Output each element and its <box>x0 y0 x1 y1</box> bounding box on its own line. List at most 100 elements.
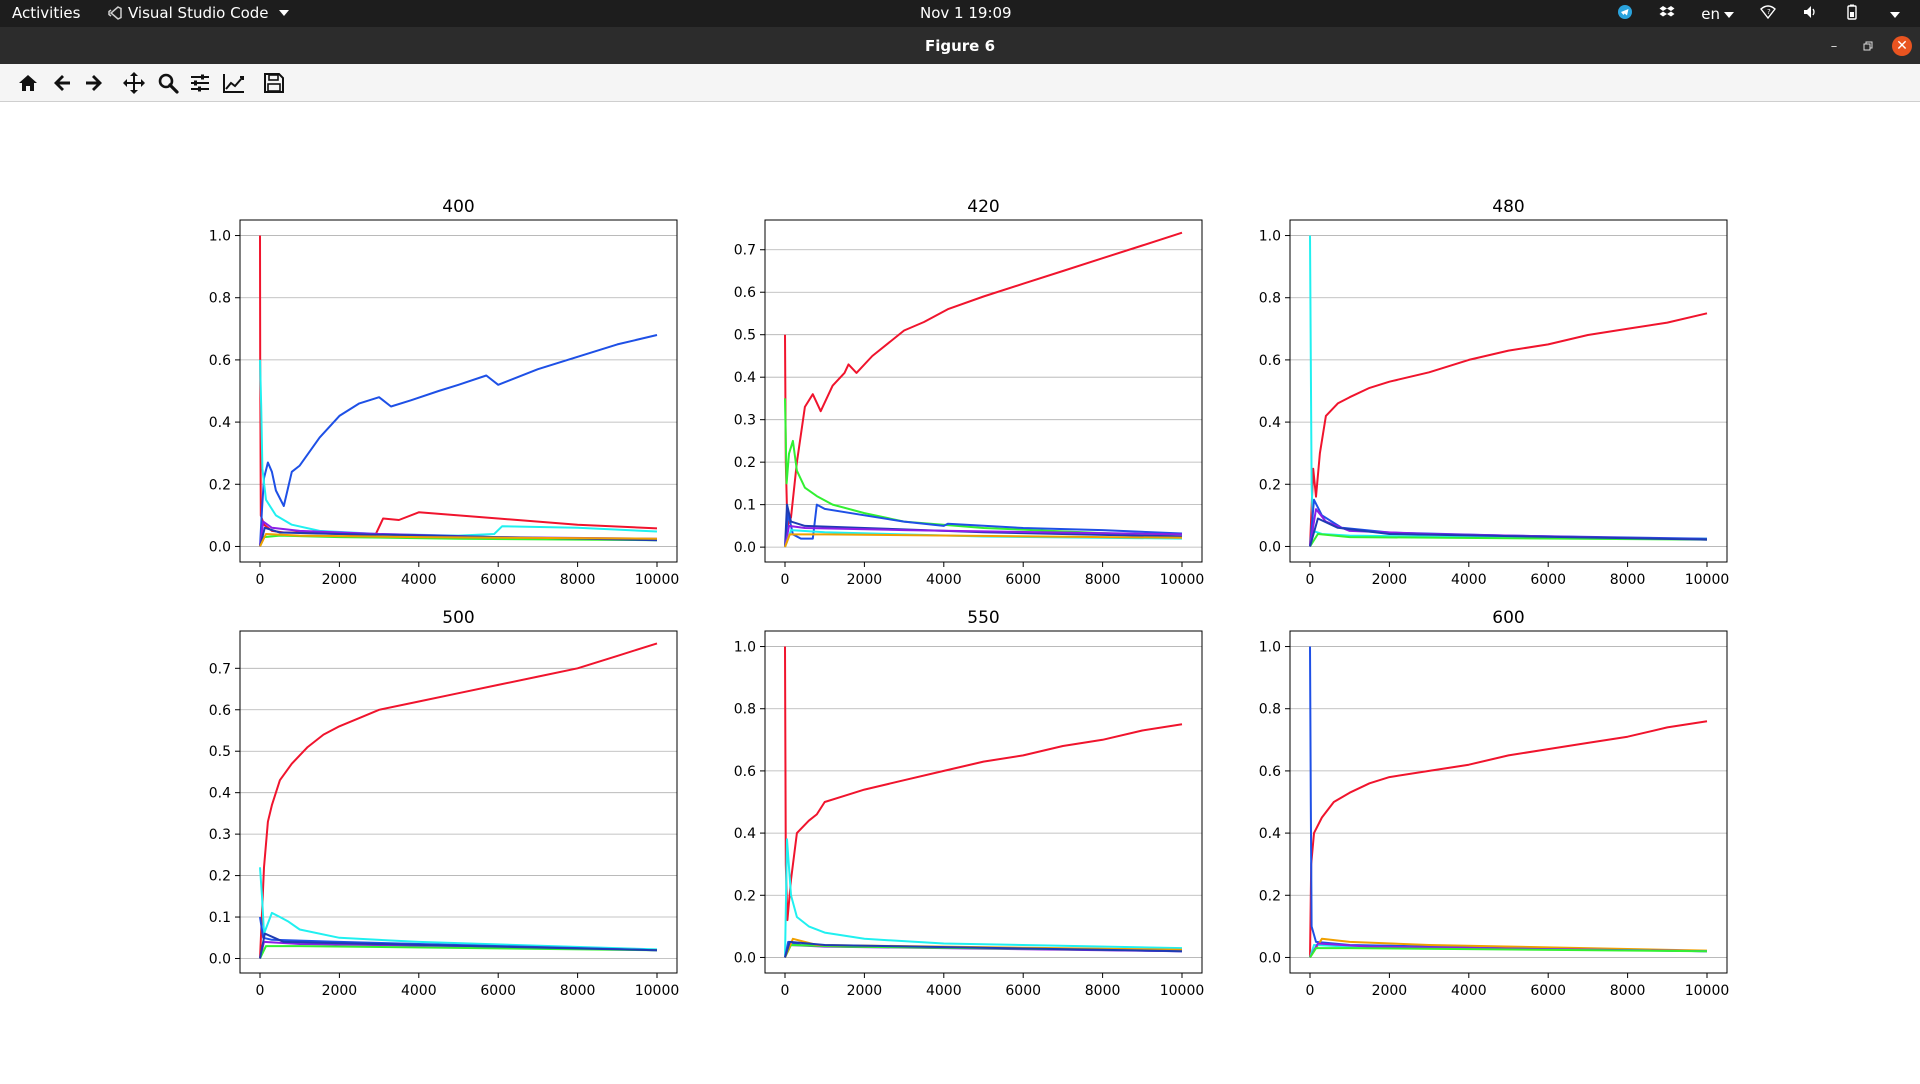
forward-icon[interactable] <box>82 71 106 95</box>
x-tick-label: 8000 <box>1610 983 1646 999</box>
axes-frame <box>764 219 1203 563</box>
y-tick-label: 0.4 <box>1259 415 1281 431</box>
home-icon[interactable] <box>16 71 40 95</box>
subplot-600: 0.0 0.2 0.4 0.6 0.8 1.0 0 2000 4000 6000 8000 10000… <box>1259 608 1730 999</box>
window-title: Figure 6 <box>924 37 996 55</box>
x-tick-label: 2000 <box>1372 983 1408 999</box>
series-line <box>784 231 1183 527</box>
x-tick-label: 2000 <box>1372 572 1408 588</box>
series-line <box>1309 646 1708 953</box>
save-icon[interactable] <box>262 71 286 95</box>
x-tick-label: 10000 <box>1160 983 1205 999</box>
series-line <box>784 524 1183 548</box>
figure-canvas[interactable]: 0.0 0.2 0.4 0.6 0.8 1.0 0 2000 4000 6000 8000 10000… <box>0 102 1920 1080</box>
dropbox-icon[interactable] <box>1659 4 1675 24</box>
y-tick-label: 0.2 <box>209 869 231 885</box>
app-menu[interactable]: Visual Studio Code <box>108 4 289 22</box>
y-tick-label: 0.4 <box>1259 826 1281 842</box>
series-line <box>784 646 1183 922</box>
x-tick-label: 4000 <box>1451 572 1487 588</box>
y-tick-label: 1.0 <box>1259 640 1281 656</box>
x-tick-label: 0 <box>781 572 790 588</box>
x-tick-label: 4000 <box>926 572 962 588</box>
series-line <box>1309 508 1708 547</box>
series-line <box>259 359 658 537</box>
x-tick-label: 8000 <box>1085 572 1121 588</box>
y-tick-label: 1.0 <box>734 640 756 656</box>
svg-text:?: ? <box>1767 8 1771 16</box>
language-label: en <box>1701 5 1720 23</box>
battery-icon[interactable] <box>1844 4 1860 24</box>
y-tick-label: 0.6 <box>734 764 756 780</box>
window-titlebar[interactable]: Figure 6 – ✕ <box>0 27 1920 64</box>
axes-frame <box>1289 219 1728 563</box>
series-line <box>259 932 658 959</box>
y-tick-label: 0.4 <box>734 370 756 386</box>
y-tick-label: 0.7 <box>734 243 756 259</box>
minimize-icon[interactable]: – <box>1830 38 1838 54</box>
y-tick-label: 0.0 <box>209 951 231 967</box>
configure-subplots-icon[interactable] <box>188 71 212 95</box>
x-tick-label: 8000 <box>560 572 596 588</box>
y-tick-label: 0.6 <box>1259 353 1281 369</box>
x-tick-label: 0 <box>781 983 790 999</box>
subplot-title: 550 <box>967 608 999 628</box>
x-tick-label: 6000 <box>1530 983 1566 999</box>
matplotlib-toolbar <box>0 64 1920 102</box>
axes-frame <box>239 219 678 563</box>
axes-frame <box>1289 630 1728 974</box>
series-line <box>1309 312 1708 547</box>
power-menu-chevron-icon[interactable] <box>1886 5 1900 23</box>
y-tick-label: 0.6 <box>734 285 756 301</box>
x-tick-label: 10000 <box>635 572 680 588</box>
series-line <box>259 867 658 951</box>
language-indicator[interactable]: en <box>1701 5 1734 23</box>
series-line <box>784 940 1183 958</box>
volume-icon[interactable] <box>1802 4 1818 24</box>
series-line <box>259 945 658 959</box>
back-icon[interactable] <box>50 71 74 95</box>
x-tick-label: 8000 <box>1085 983 1121 999</box>
y-tick-label: 0.5 <box>209 744 231 760</box>
x-tick-label: 6000 <box>1005 572 1041 588</box>
series-line <box>259 533 658 547</box>
series-line <box>784 838 1183 958</box>
y-tick-label: 0.5 <box>734 328 756 344</box>
x-tick-label: 2000 <box>322 572 358 588</box>
restore-icon[interactable] <box>1858 36 1878 56</box>
y-tick-label: 0.6 <box>209 353 231 369</box>
subplot-title: 480 <box>1492 197 1524 217</box>
y-tick-label: 0.1 <box>734 498 756 514</box>
series-line <box>784 533 1183 548</box>
close-icon[interactable]: ✕ <box>1892 36 1912 56</box>
subplot-420: 0.0 0.1 0.2 0.3 0.4 0.5 0.6 0.7 0 2000 4000 6000 800… <box>734 197 1205 588</box>
y-tick-label: 0.2 <box>209 477 231 493</box>
series-line <box>1309 947 1708 959</box>
edit-axis-icon[interactable] <box>222 71 246 95</box>
series-line <box>259 334 658 547</box>
zoom-icon[interactable] <box>156 71 180 95</box>
subplot-title: 400 <box>442 197 474 217</box>
pan-icon[interactable] <box>122 71 146 95</box>
y-tick-label: 0.3 <box>734 413 756 429</box>
activities-button[interactable]: Activities <box>12 4 81 22</box>
app-menu-label: Visual Studio Code <box>128 4 269 22</box>
y-tick-label: 0.0 <box>1259 539 1281 555</box>
x-tick-label: 10000 <box>1685 983 1730 999</box>
y-tick-label: 0.3 <box>209 827 231 843</box>
y-tick-label: 0.2 <box>734 888 756 904</box>
y-tick-label: 0.6 <box>1259 764 1281 780</box>
x-tick-label: 4000 <box>401 572 437 588</box>
network-icon[interactable]: ? <box>1760 4 1776 24</box>
y-tick-label: 0.8 <box>1259 702 1281 718</box>
x-tick-label: 4000 <box>926 983 962 999</box>
subplot-title: 500 <box>442 608 474 628</box>
x-tick-label: 0 <box>256 983 265 999</box>
subplots-grid: 0.00.20.40.60.81.00 2000 4000 6000 8000 10000… <box>209 197 1730 999</box>
chevron-down-icon <box>278 10 289 16</box>
clock[interactable]: Nov 1 19:09 <box>920 4 1012 22</box>
x-tick-label: 2000 <box>847 572 883 588</box>
x-tick-label: 10000 <box>635 983 680 999</box>
telegram-icon[interactable] <box>1617 4 1633 24</box>
series-line <box>784 398 1183 538</box>
